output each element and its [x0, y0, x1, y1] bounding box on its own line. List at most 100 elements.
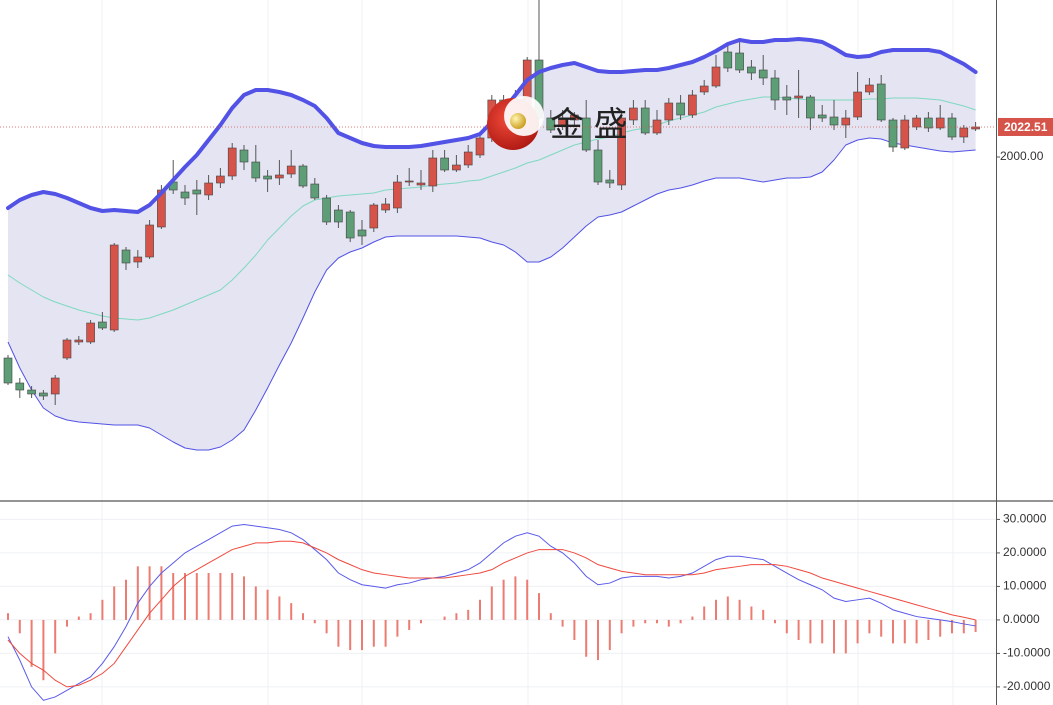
histogram-bar [951, 619, 953, 634]
histogram-bar [361, 619, 363, 651]
histogram-bar [313, 619, 316, 624]
histogram-bar [844, 619, 847, 654]
candle-body [263, 175, 272, 180]
candle-body [452, 164, 461, 171]
candle-body [735, 52, 744, 71]
candle-body [440, 157, 449, 171]
candle-body [157, 189, 166, 228]
histogram-bar [384, 619, 387, 647]
histogram-bar [290, 603, 293, 620]
histogram-bar [608, 619, 611, 651]
histogram-bar [502, 579, 505, 620]
candle-body [782, 96, 792, 101]
histogram-bar [585, 619, 588, 657]
candle-body [192, 189, 202, 195]
histogram-bar [538, 593, 540, 620]
histogram-bar [915, 619, 918, 644]
candle-body [629, 107, 638, 121]
macd-line [7, 523, 976, 701]
candle-body [935, 117, 945, 129]
histogram-bar [136, 566, 139, 620]
candle-body [900, 119, 910, 149]
y-tick-label: 2000.00 [1000, 149, 1044, 163]
histogram-bar [420, 619, 422, 624]
histogram-bar [620, 619, 623, 634]
candle-body [416, 182, 426, 186]
candle-body [216, 175, 225, 184]
candle-body [688, 94, 697, 116]
candle-body [829, 116, 839, 126]
candle-body [275, 174, 284, 179]
histogram-bar [89, 613, 92, 620]
y-tick-label: 10.0000 [1003, 579, 1047, 593]
histogram-bar [219, 573, 222, 620]
histogram-bar [372, 619, 375, 647]
candle-body [770, 77, 780, 101]
candle-body [145, 224, 154, 258]
watermark-text: 金 盛 [550, 106, 627, 144]
candle-body [428, 157, 438, 187]
histogram-bar [880, 619, 883, 637]
histogram-bar [597, 619, 599, 661]
candle-body [133, 256, 143, 263]
histogram-bar [455, 613, 458, 620]
histogram-bar [125, 579, 127, 620]
candle-body [109, 244, 119, 331]
histogram-bar [573, 619, 576, 641]
candle-body [888, 119, 898, 148]
histogram-bar [479, 599, 481, 620]
candle-body [865, 84, 874, 93]
macd-panel: 30.0000 20.0000 10.0000 0.0000 -10.0000 -20.0… [0, 512, 1051, 701]
candle-body [393, 181, 402, 209]
histogram-bar [66, 619, 68, 627]
histogram-bar [254, 586, 257, 620]
candle-body [204, 182, 213, 196]
band-area [8, 39, 976, 450]
y-tick-label: 20.0000 [1003, 545, 1047, 559]
candle-body [723, 51, 733, 69]
histogram-bar [856, 619, 859, 644]
histogram-bar [172, 573, 175, 620]
candle-body [947, 117, 957, 138]
logo-coin [510, 113, 526, 129]
histogram-bar [325, 619, 328, 634]
last-price-box [998, 117, 1053, 136]
candle-body [180, 191, 190, 199]
candle-body [322, 197, 331, 223]
y-tick-label: -20.0000 [1003, 679, 1051, 693]
candle-body [357, 229, 367, 237]
candle-body [640, 107, 650, 134]
histogram-bar [184, 573, 186, 620]
candle-body [369, 204, 379, 229]
histogram-bar [691, 616, 694, 620]
price-panel: 2000.00 2022.51 [0, 0, 1053, 451]
histogram-bar [809, 619, 812, 644]
candle-body [581, 117, 591, 151]
candle-body [912, 117, 921, 128]
histogram-bar [278, 596, 281, 620]
candle-body [593, 149, 603, 183]
histogram-bar [160, 566, 163, 620]
candle-body [121, 249, 131, 264]
histogram-bar [18, 619, 21, 634]
histogram-bar [490, 586, 493, 620]
histogram-bar [774, 619, 776, 624]
histogram-bar [77, 616, 80, 620]
histogram-bar [833, 619, 835, 654]
candle-body [334, 209, 343, 223]
candle-body [86, 322, 95, 343]
histogram-bar [243, 576, 245, 620]
candle-body [475, 137, 485, 156]
candle-body [806, 96, 815, 119]
histogram-bar [113, 586, 116, 620]
candle-body [652, 119, 662, 134]
candle-body [617, 117, 626, 186]
candle-body [286, 165, 296, 175]
histogram-bar [549, 613, 552, 620]
candle-body [959, 127, 969, 138]
histogram-bar [408, 619, 411, 630]
candle-body [298, 165, 308, 187]
candle-body [62, 339, 72, 359]
histogram-bar [7, 613, 9, 620]
